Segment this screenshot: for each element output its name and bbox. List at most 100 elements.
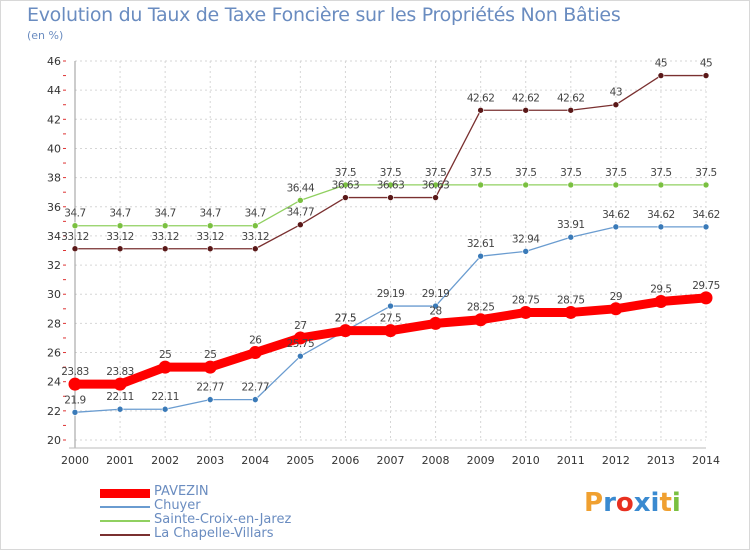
data-label: 36.63 [377, 180, 405, 192]
x-tick-label: 2001 [106, 454, 134, 467]
y-tick-label: 26 [47, 347, 61, 360]
data-label: 33.12 [242, 231, 270, 243]
data-point [206, 245, 214, 253]
data-label: 27.5 [380, 313, 401, 325]
data-label: 37.5 [335, 167, 356, 179]
data-label: 37.5 [470, 167, 491, 179]
data-label: 34.77 [287, 207, 315, 219]
data-label: 37.5 [695, 167, 716, 179]
data-label: 33.12 [61, 231, 89, 243]
legend-swatch [100, 506, 150, 508]
data-point [387, 302, 394, 310]
legend-label: Chuyer [154, 498, 201, 513]
y-tick-label: 22 [47, 405, 61, 418]
data-point [161, 222, 169, 230]
data-label: 45 [700, 58, 712, 70]
data-label: 36.63 [332, 180, 360, 192]
data-labels: 23.83 23.83 25 25 26 27 27.5 27.5 28 28.25 28.75 28… [61, 58, 720, 407]
data-point [522, 106, 530, 114]
legend-label: Sainte-Croix-en-Jarez [154, 512, 292, 527]
data-label: 27 [294, 320, 306, 332]
data-label: 37.5 [515, 167, 536, 179]
data-point [657, 72, 665, 79]
y-tick-label: 44 [47, 84, 61, 97]
x-tick-label: 2009 [467, 454, 495, 467]
data-point [248, 346, 262, 360]
data-label: 32.61 [467, 238, 495, 250]
logo-letter: i [671, 488, 681, 518]
data-point [477, 181, 484, 189]
data-label: 22.11 [106, 391, 134, 403]
data-point [116, 222, 124, 230]
data-point [116, 405, 124, 413]
axes: 20 22 24 26 28 30 32 34 36 38 40 42 44 46 2000 2001 2002… [47, 55, 720, 467]
x-tick-label: 2004 [241, 454, 269, 467]
data-point [657, 181, 665, 189]
data-point [702, 223, 710, 231]
data-label: 34.62 [602, 209, 630, 221]
x-tick-label: 2011 [557, 454, 585, 467]
data-point [387, 181, 394, 189]
data-label: 27.5 [335, 313, 356, 325]
data-label: 22.77 [196, 382, 224, 394]
data-point [293, 331, 307, 345]
chart-title: Evolution du Taux de Taxe Foncière sur l… [27, 4, 621, 26]
y-tick-label: 30 [47, 288, 61, 301]
data-point [429, 316, 443, 330]
data-label: 28 [429, 305, 441, 317]
data-point [477, 106, 484, 114]
data-point [71, 222, 79, 230]
legend-swatch [100, 520, 150, 522]
data-point [71, 245, 79, 253]
data-label: 23.83 [61, 366, 89, 378]
data-point [158, 360, 172, 374]
data-label: 28.75 [557, 294, 585, 306]
x-tick-label: 2010 [512, 454, 540, 467]
grid [74, 60, 707, 441]
data-label: 37.5 [560, 167, 581, 179]
data-label: 34.7 [245, 208, 266, 220]
data-label: 27.5 [335, 313, 356, 325]
y-tick-label: 20 [47, 434, 61, 447]
data-point [432, 194, 439, 201]
data-label: 42.62 [512, 92, 540, 104]
x-tick-label: 2006 [331, 454, 359, 467]
x-tick-label: 2005 [286, 454, 314, 467]
data-point [564, 305, 578, 319]
x-tick-label: 2007 [377, 454, 405, 467]
data-point [338, 324, 352, 338]
x-tick-label: 2008 [422, 454, 450, 467]
data-point [161, 405, 169, 413]
y-tick-label: 40 [47, 142, 61, 155]
data-label: 22.77 [242, 382, 270, 394]
data-label: 32.94 [512, 233, 540, 245]
data-label: 43 [610, 87, 622, 99]
data-label: 29.19 [422, 288, 450, 300]
data-point [342, 194, 349, 201]
data-point [161, 245, 169, 253]
data-point [384, 324, 397, 338]
data-point [432, 181, 439, 189]
data-point [251, 222, 259, 230]
data-point [612, 101, 620, 109]
data-label: 36.63 [422, 180, 450, 192]
data-label: 34.7 [200, 208, 221, 220]
data-point [657, 223, 665, 231]
data-label: 42.62 [467, 92, 495, 104]
data-point [297, 221, 304, 228]
data-point [203, 360, 217, 374]
data-point [702, 72, 710, 79]
data-point [654, 295, 668, 309]
logo-letter: x [633, 488, 651, 518]
data-label: 34.62 [692, 209, 720, 221]
data-point [699, 291, 713, 305]
unit-label: (en %) [27, 29, 64, 42]
data-label: 25 [159, 349, 171, 361]
data-point [251, 245, 259, 253]
data-label: 34.7 [154, 208, 175, 220]
y-tick-label: 38 [47, 172, 61, 185]
x-tick-label: 2013 [647, 454, 675, 467]
data-point [206, 396, 214, 403]
data-point [206, 222, 214, 230]
data-label: 34.62 [647, 209, 675, 221]
